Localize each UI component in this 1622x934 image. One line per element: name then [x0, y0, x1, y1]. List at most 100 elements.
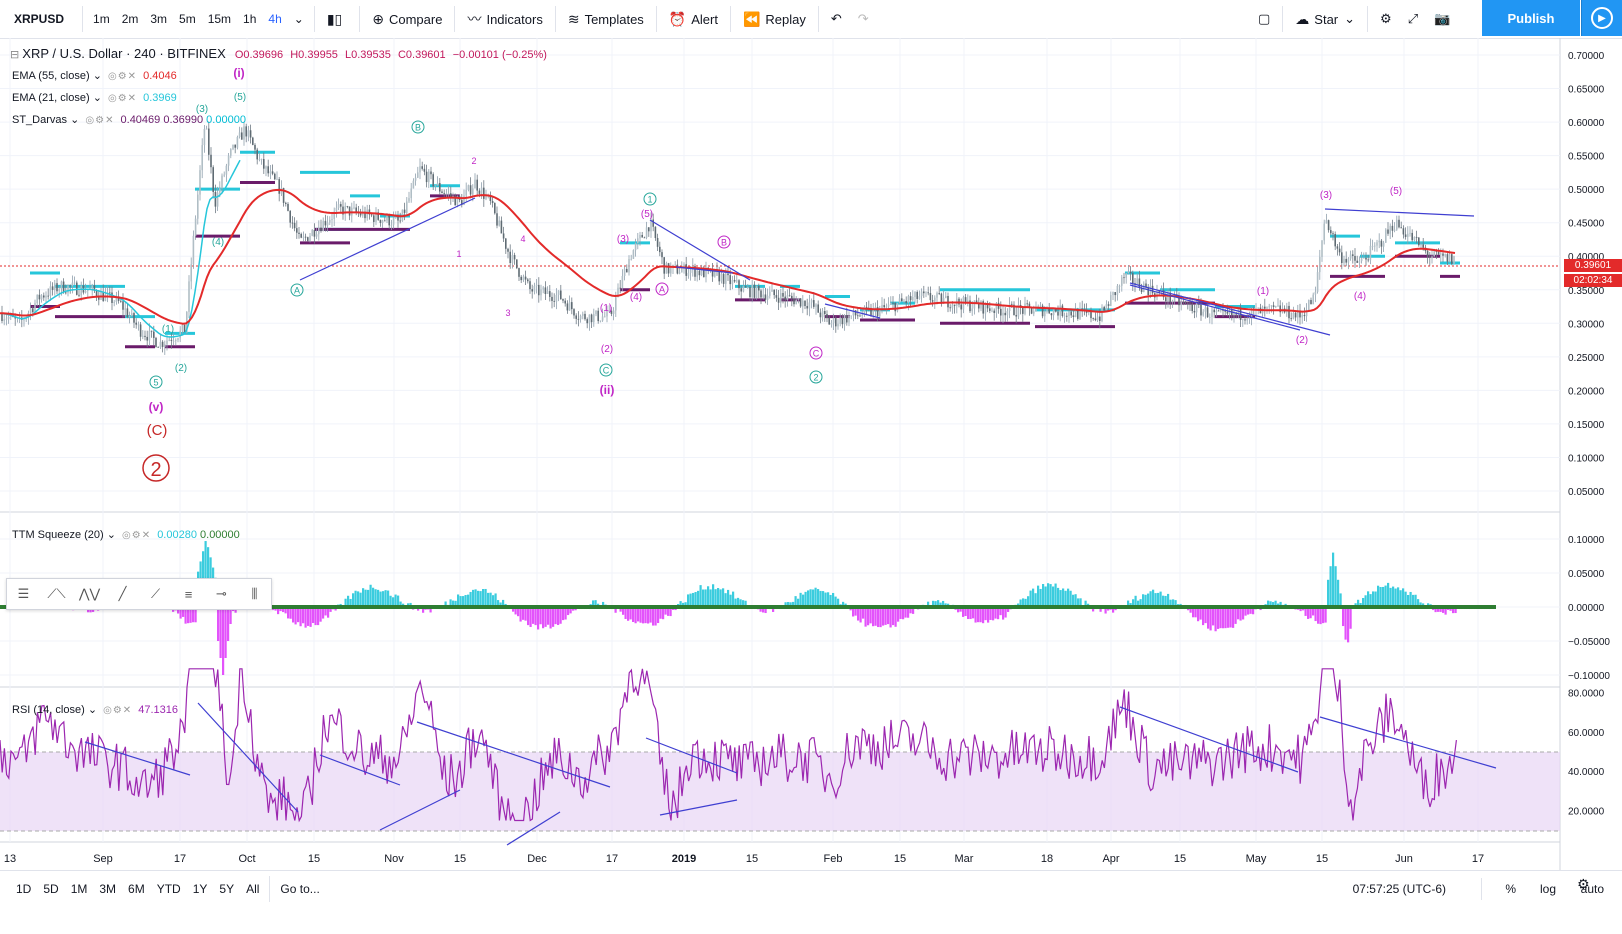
- interval-15m[interactable]: 15m: [207, 12, 232, 26]
- templates-button[interactable]: ≋ Templates: [560, 0, 652, 38]
- snapshot-button[interactable]: 📷: [1426, 0, 1458, 38]
- ttm-bar: [662, 607, 665, 620]
- interval-2m[interactable]: 2m: [121, 12, 139, 26]
- legend-buttons[interactable]: ◎⚙✕: [107, 71, 138, 82]
- chart-style-button[interactable]: ▮▯: [319, 0, 355, 38]
- trend-line-icon[interactable]: ╱: [118, 586, 127, 601]
- ttm-bar: [452, 600, 455, 607]
- price-tick: 0.25000: [1568, 353, 1605, 364]
- time-axis[interactable]: 13 Sep 17 Oct 15 Nov 15 Dec 17 2019 15 Feb 15 Mar 18 Ap…: [4, 853, 1484, 865]
- range-1d[interactable]: 1D: [16, 882, 32, 896]
- legend-buttons[interactable]: ◎⚙✕: [85, 115, 115, 126]
- wave-label: 5: [153, 378, 158, 388]
- candle-body: [133, 313, 135, 323]
- range-5y[interactable]: 5Y: [219, 882, 235, 896]
- goto-button[interactable]: Go to...: [280, 882, 320, 896]
- ttm-bar: [182, 607, 185, 617]
- range-5d[interactable]: 5D: [43, 882, 59, 896]
- interval-5m[interactable]: 5m: [179, 12, 196, 26]
- redo-button[interactable]: ↷: [850, 0, 877, 38]
- candle-body: [788, 295, 791, 297]
- compare-button[interactable]: ⊕ Compare: [364, 0, 450, 38]
- fullscreen-button[interactable]: ⤢: [1400, 0, 1426, 38]
- candle-body: [641, 234, 643, 238]
- fib-retracement-icon[interactable]: ≡: [184, 586, 193, 602]
- interval-1h[interactable]: 1h: [243, 12, 257, 26]
- candle-body: [245, 126, 247, 137]
- auto-toggle[interactable]: auto: [1580, 882, 1604, 896]
- divider: [554, 6, 556, 32]
- range-ytd[interactable]: YTD: [156, 882, 181, 896]
- ttm-bar: [497, 600, 500, 607]
- legend-buttons[interactable]: ◎⚙✕: [122, 530, 152, 541]
- candle-body: [463, 195, 465, 205]
- ttm-bar: [467, 594, 470, 607]
- candle-body: [1349, 254, 1352, 259]
- drag-handle-icon[interactable]: ☰: [17, 586, 30, 601]
- ttm-bar: [732, 591, 735, 607]
- undo-button[interactable]: ↶: [823, 0, 850, 38]
- interval-3m[interactable]: 3m: [150, 12, 168, 26]
- replay-button[interactable]: ⏪ Replay: [735, 0, 814, 38]
- settings-button[interactable]: ⚙: [1372, 0, 1400, 38]
- log-toggle[interactable]: log: [1539, 882, 1556, 896]
- candle-body: [1046, 308, 1048, 312]
- ray-icon[interactable]: ⟋: [150, 586, 161, 601]
- parallel-channel-icon[interactable]: ⫼: [251, 586, 258, 601]
- symbol-search[interactable]: XRPUSD: [14, 12, 65, 26]
- darvas-legend[interactable]: ST_Darvas ⌄ ◎⚙✕ 0.40469 0.36990 0.00000: [12, 113, 246, 126]
- collapse-icon[interactable]: ⊟: [10, 49, 20, 61]
- ttm-bar: [1057, 587, 1060, 607]
- percent-toggle[interactable]: %: [1505, 882, 1516, 896]
- publish-button[interactable]: Publish: [1482, 0, 1580, 36]
- alert-button[interactable]: ⏰ Alert: [661, 0, 726, 38]
- ttm-bar: [874, 607, 877, 626]
- star-button[interactable]: ☁ Star ⌄: [1287, 0, 1363, 38]
- candle-body: [95, 290, 98, 297]
- ttm-bar: [992, 607, 995, 621]
- ttm-bar: [1417, 599, 1420, 607]
- rsi-legend[interactable]: RSI (14, close) ⌄ ◎⚙✕ 47.1316: [12, 703, 178, 716]
- candle-body: [1090, 310, 1092, 319]
- ttm-bar: [1054, 583, 1057, 607]
- candle-body: [126, 308, 129, 318]
- time-tick: 17: [1472, 853, 1484, 865]
- candle-body: [390, 224, 393, 226]
- interval-1m[interactable]: 1m: [93, 12, 110, 26]
- range-3m[interactable]: 3M: [99, 882, 117, 896]
- legend-buttons[interactable]: ◎⚙✕: [107, 93, 138, 104]
- price-axis[interactable]: 0.70000 0.65000 0.60000 0.55000 0.50000 0.450…: [1568, 51, 1610, 818]
- interval-dropdown-icon[interactable]: ⌄: [293, 12, 304, 26]
- ttm-bar: [1072, 594, 1075, 607]
- ema55-legend[interactable]: EMA (55, close) ⌄ ◎⚙✕ 0.4046: [12, 69, 177, 82]
- range-all[interactable]: All: [246, 882, 260, 896]
- range-6m[interactable]: 6M: [128, 882, 145, 896]
- ttm-bar: [1164, 595, 1167, 607]
- clock[interactable]: 07:57:25 (UTC-6): [1352, 882, 1446, 896]
- indicators-button[interactable]: 〰 Indicators: [459, 0, 550, 38]
- elliott-impulse-icon[interactable]: ⟋⟍: [47, 586, 66, 601]
- range-1m[interactable]: 1M: [70, 882, 88, 896]
- ttm-legend[interactable]: TTM Squeeze (20) ⌄ ◎⚙✕ 0.00280 0.00000: [12, 528, 240, 541]
- elliott-correction-icon[interactable]: ⋀⋁: [78, 586, 101, 601]
- horizontal-ray-icon[interactable]: ⊸: [216, 586, 227, 601]
- gear-icon[interactable]: ⚙: [1577, 876, 1590, 892]
- legend-buttons[interactable]: ◎⚙✕: [103, 705, 133, 716]
- candle-body: [890, 302, 892, 305]
- range-1y[interactable]: 1Y: [192, 882, 208, 896]
- ema55-line: [0, 188, 1456, 325]
- ttm-bar: [519, 607, 522, 622]
- ttm-bar: [664, 607, 667, 615]
- ttm-bar: [459, 596, 462, 607]
- ema21-legend[interactable]: EMA (21, close) ⌄ ◎⚙✕ 0.3969: [12, 91, 177, 104]
- candle-body: [1358, 261, 1361, 263]
- fullscreen-layout-button[interactable]: ▢: [1250, 0, 1278, 38]
- chart-canvas[interactable]: (i) (5) (3) (4) (1) (2) 5 (v) (C) 2 A B 2 1 4 3 C (ii) (2)…: [0, 38, 1622, 870]
- candle-body: [467, 185, 470, 190]
- candle-body: [1096, 316, 1099, 321]
- stream-button[interactable]: ▶: [1581, 0, 1622, 36]
- ohlc-low: L0.39535: [345, 49, 391, 61]
- interval-4h[interactable]: 4h: [268, 12, 282, 26]
- candle-body: [1314, 291, 1317, 295]
- candle-body: [1316, 272, 1319, 292]
